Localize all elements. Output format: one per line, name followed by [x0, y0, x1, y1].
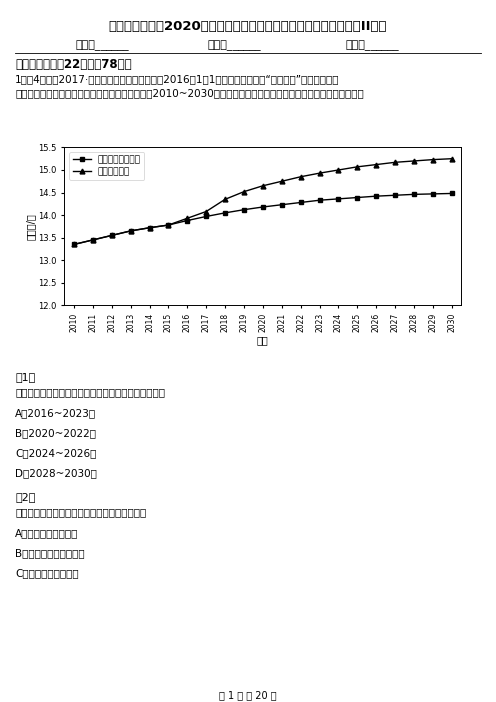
全面放开二孩 [354, 163, 360, 171]
全面放开二孩 [109, 231, 115, 239]
Text: 四川省攀枝花市2020年（春秋版）高一下学期地理期中考试试卷（II）卷: 四川省攀枝花市2020年（春秋版）高一下学期地理期中考试试卷（II）卷 [109, 20, 387, 33]
独生子女政策不变 [146, 223, 152, 232]
全面放开二孩 [71, 240, 77, 249]
独生子女政策不变 [71, 240, 77, 249]
独生子女政策不变 [185, 216, 190, 225]
全面放开二孩 [411, 157, 417, 165]
独生子女政策不变 [90, 236, 96, 244]
独生子女政策不变 [166, 221, 172, 230]
全面放开二孩 [203, 207, 209, 216]
独生子女政策不变 [373, 192, 379, 200]
Text: 姓名：______: 姓名：______ [75, 40, 128, 51]
全面放开二孩 [298, 173, 304, 181]
X-axis label: 年份: 年份 [257, 335, 269, 345]
独生子女政策不变 [411, 190, 417, 199]
Text: A．2016~2023年: A．2016~2023年 [15, 408, 96, 418]
全面放开二孩 [241, 187, 247, 196]
独生子女政策不变 [222, 208, 228, 217]
Line: 独生子女政策不变: 独生子女政策不变 [71, 191, 454, 247]
Text: （2）: （2） [15, 492, 35, 502]
Text: 图示时间内，全面放开二孩政策会导致（　　）: 图示时间内，全面放开二孩政策会导致（ ） [15, 507, 146, 517]
独生子女政策不变 [430, 190, 436, 198]
全面放开二孩 [316, 169, 322, 178]
全面放开二孩 [166, 221, 172, 230]
Y-axis label: 总人口/亿: 总人口/亿 [26, 213, 36, 240]
Text: 一、选择题（共22题；共78分）: 一、选择题（共22题；共78分） [15, 58, 131, 71]
Text: 1．（4分）（2017·西藏模拟）全面二孩政策自2016年1月1日起施行，这是继“单独二孩”政策，之后的: 1．（4分）（2017·西藏模拟）全面二孩政策自2016年1月1日起施行，这是继… [15, 74, 339, 84]
独生子女政策不变 [449, 190, 455, 198]
全面放开二孩 [335, 166, 341, 174]
独生子女政策不变 [392, 191, 398, 199]
Text: 班级：______: 班级：______ [208, 40, 261, 51]
Text: A．老年人口规模减少: A．老年人口规模减少 [15, 528, 78, 538]
全面放开二孩 [90, 236, 96, 244]
独生子女政策不变 [241, 206, 247, 214]
Legend: 独生子女政策不变, 全面放开二孩: 独生子女政策不变, 全面放开二孩 [69, 152, 144, 180]
独生子女政策不变 [260, 203, 266, 211]
独生子女政策不变 [335, 194, 341, 203]
Text: C．婚育妇女数量增加: C．婚育妇女数量增加 [15, 568, 79, 578]
独生子女政策不变 [203, 212, 209, 220]
Text: B．劳动力供给明显增加: B．劳动力供给明显增加 [15, 548, 85, 558]
全面放开二孩 [449, 154, 455, 163]
独生子女政策不变 [316, 196, 322, 204]
独生子女政策不变 [109, 231, 115, 239]
全面放开二孩 [279, 177, 285, 185]
独生子女政策不变 [354, 193, 360, 201]
Text: D．2028~2030年: D．2028~2030年 [15, 468, 97, 478]
Line: 全面放开二孩: 全面放开二孩 [71, 157, 454, 247]
Text: 成绩：______: 成绩：______ [345, 40, 399, 51]
全面放开二孩 [430, 155, 436, 164]
独生子女政策不变 [298, 198, 304, 206]
全面放开二孩 [222, 195, 228, 204]
全面放开二孩 [185, 214, 190, 223]
全面放开二孩 [127, 227, 133, 235]
全面放开二孩 [373, 160, 379, 168]
Text: 第 1 页 共 20 页: 第 1 页 共 20 页 [219, 690, 277, 700]
Text: 全面放开二孩后人口增长速度最快的时间段是（　　）: 全面放开二孩后人口增长速度最快的时间段是（ ） [15, 387, 165, 397]
Text: （1）: （1） [15, 372, 35, 382]
独生子女政策不变 [127, 227, 133, 235]
全面放开二孩 [146, 223, 152, 232]
全面放开二孩 [392, 158, 398, 166]
Text: C．2024~2026年: C．2024~2026年 [15, 448, 96, 458]
全面放开二孩 [260, 182, 266, 190]
Text: 有一次人口政策调整。下图为放开二孩政策前后（2010~2030年）中国人口总量变化趋势对比，据此完成下列问题。: 有一次人口政策调整。下图为放开二孩政策前后（2010~2030年）中国人口总量变… [15, 88, 364, 98]
Text: B．2020~2022年: B．2020~2022年 [15, 428, 96, 438]
独生子女政策不变 [279, 201, 285, 209]
